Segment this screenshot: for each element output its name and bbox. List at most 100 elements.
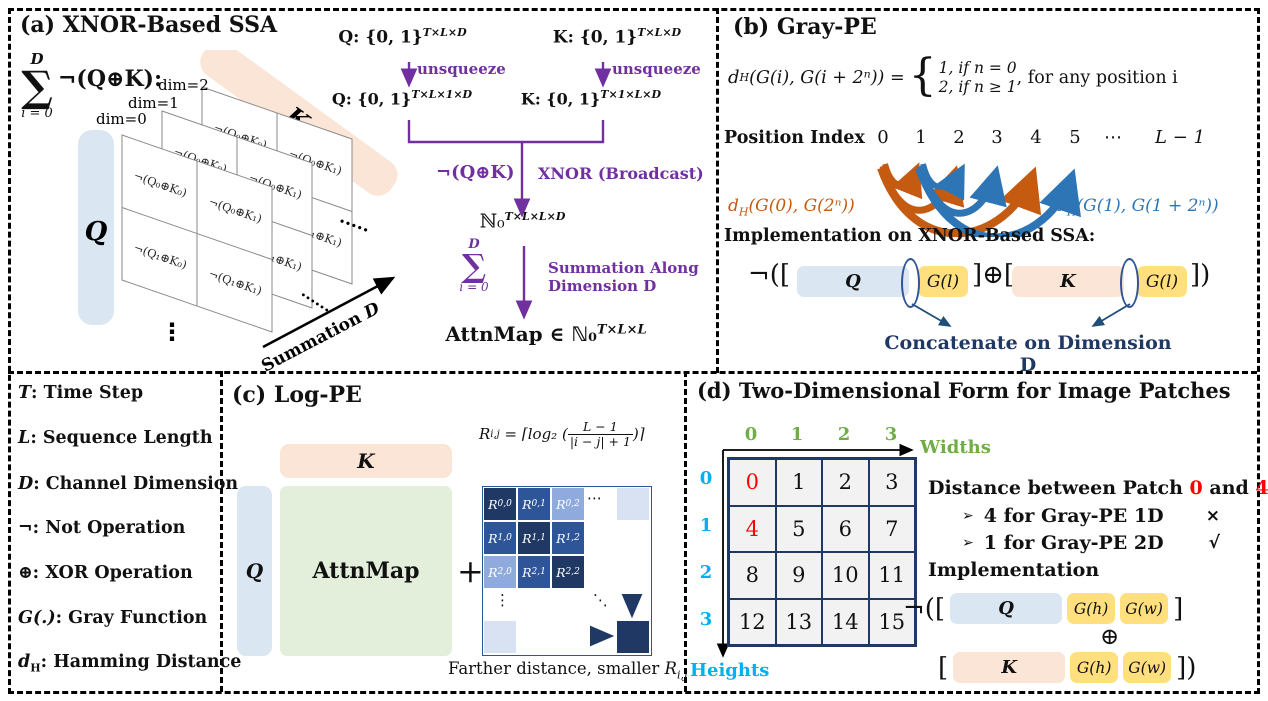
q-shape-top: Q: {0, 1}T×L×D — [338, 26, 467, 48]
panel-c-title: (c) Log-PE — [232, 382, 362, 408]
bullet-gray-pe-2d: ➢ 1 for Gray-PE 2D √ — [962, 532, 1220, 554]
k-matrix-bar: K — [280, 444, 452, 478]
r-cell-0L — [616, 487, 650, 521]
summation-along-label-2: Dimension D — [548, 277, 657, 295]
impl-2d-line-1: ¬([ Q G(h) G(w) ] — [903, 593, 1184, 624]
flow-arrows — [400, 62, 612, 320]
divider-a-b — [716, 8, 719, 373]
brace-icon: { — [908, 50, 937, 101]
patch-13: 13 — [775, 598, 822, 645]
r-cell-LL — [616, 620, 650, 654]
broadcast-label: XNOR (Broadcast) — [538, 164, 704, 183]
col-header-1: 1 — [790, 424, 804, 445]
matrix-dots-right: ⋯ — [587, 489, 602, 507]
unsqueeze-label-k: unsqueeze — [612, 60, 701, 78]
r-cell-20: R 2,0 — [483, 555, 517, 589]
matrix-dots-diag: ⋱ — [593, 591, 608, 609]
position-2: 2 — [953, 127, 965, 148]
k-token-box: K — [1012, 266, 1124, 297]
cross-mark: × — [1205, 506, 1220, 526]
dim1-label: dim=1 — [128, 94, 179, 112]
concat-oval-q — [901, 258, 920, 308]
legend-item-gray: G(.): Gray Function — [18, 608, 208, 628]
heights-label: Heights — [690, 660, 770, 681]
legend-item-L: L: Sequence Length — [18, 428, 213, 448]
position-ellipsis: ⋯ — [1104, 127, 1122, 148]
r-cell-00: R 0,0 — [483, 487, 517, 521]
dim0-label: dim=0 — [96, 110, 147, 128]
r-cell-11: R 1,1 — [517, 521, 551, 555]
attnmap-result: AttnMap ∈ ℕ₀T×L×L — [445, 322, 647, 346]
concat-oval-k — [1120, 258, 1139, 308]
impl-xor-mid: ]⊕[ — [972, 260, 1015, 290]
panel-a-title: (a) XNOR-Based SSA — [20, 12, 278, 38]
patch-12: 12 — [729, 598, 776, 645]
concat-arrow-right — [1091, 303, 1131, 327]
q-bar-label: Q — [85, 217, 108, 247]
row-header-0: 0 — [699, 468, 713, 489]
orange-arc-0-4 — [877, 166, 1042, 237]
sum-upper-limit: D — [30, 50, 44, 68]
position-0: 0 — [877, 127, 889, 148]
attnmap-matrix: AttnMap — [280, 486, 452, 656]
row-header-2: 2 — [699, 562, 713, 583]
outer-dashed-border — [8, 8, 1260, 694]
impl-2d-line-2: [ K G(h) G(w) ]) — [938, 652, 1197, 683]
patch-0: 0 — [729, 459, 776, 506]
patch-6: 6 — [822, 505, 869, 552]
panel-b-title: (b) Gray-PE — [733, 14, 877, 40]
widths-label: Widths — [920, 437, 991, 458]
concatenate-label: Concatenate on Dimension D — [884, 332, 1172, 376]
position-3: 3 — [991, 127, 1003, 148]
position-1: 1 — [915, 127, 927, 148]
front-plane — [121, 134, 273, 333]
impl-close: ]) — [1190, 260, 1211, 290]
r-cell-22: R 2,2 — [551, 555, 585, 589]
patch-1: 1 — [775, 459, 822, 506]
merge-bracket — [407, 120, 605, 144]
col-header-0: 0 — [744, 424, 758, 445]
patch-10: 10 — [822, 552, 869, 599]
patch-7: 7 — [868, 505, 915, 552]
distance-statement: Distance between Patch 0 and 4 — [928, 477, 1268, 499]
xnor-expression-label: ¬(Q⊕K) — [436, 162, 515, 183]
impl-not-open: ¬([ — [748, 260, 791, 290]
orange-arc-label: dH(G(0), G(2ⁿ)) — [728, 196, 855, 219]
col-header-3: 3 — [884, 424, 898, 445]
patch-15: 15 — [868, 598, 915, 645]
row-header-3: 3 — [699, 609, 713, 630]
position-4: 4 — [1030, 127, 1042, 148]
patch-axes — [716, 443, 914, 658]
position-5: 5 — [1069, 127, 1081, 148]
r-cell-02: R 0,2 — [551, 487, 585, 521]
formula-fraction: L − 1 |i − j| + 1 — [567, 419, 633, 449]
r-cell-L0 — [483, 620, 517, 654]
implementation-title: Implementation on XNOR-Based SSA: — [724, 226, 1096, 246]
gray-w-box-q: G(w) — [1120, 593, 1169, 624]
concat-pointer-arrows — [911, 303, 1131, 327]
patch-5: 5 — [775, 505, 822, 552]
k-shape-unsqueezed: K: {0, 1}T×1×L×D — [520, 88, 662, 109]
dim2-label: dim=2 — [158, 76, 209, 94]
vertical-ellipsis: ⋮ — [160, 317, 184, 346]
k-shape-top: K: {0, 1}T×L×D — [552, 26, 682, 48]
matrix-dots-down: ⋮ — [495, 591, 510, 609]
sigma-icon: ∑ — [21, 62, 53, 111]
patch-2: 2 — [822, 459, 869, 506]
col-header-2: 2 — [837, 424, 851, 445]
q-token-box: Q — [797, 266, 909, 297]
relative-bias-matrix: R 0,0 R 0,1 R 0,2 R 1,0 R 1,1 R 1,2 R 2,0 R 2,1 … — [482, 486, 652, 656]
flow-sum-symbol: D ∑ i = 0 — [459, 237, 489, 295]
legend-item-not: ¬: Not Operation — [18, 518, 186, 538]
patch-11: 11 — [868, 552, 915, 599]
natural-numbers-shape: ℕ₀T×L×L×D — [479, 210, 566, 233]
unsqueeze-label-q: unsqueeze — [417, 60, 506, 78]
divider-c-d — [684, 371, 687, 692]
patch-9: 9 — [775, 552, 822, 599]
position-L-1: L − 1 — [1155, 127, 1205, 148]
summation-axis-arrow — [262, 276, 396, 349]
r-cell-01: R 0,1 — [517, 487, 551, 521]
